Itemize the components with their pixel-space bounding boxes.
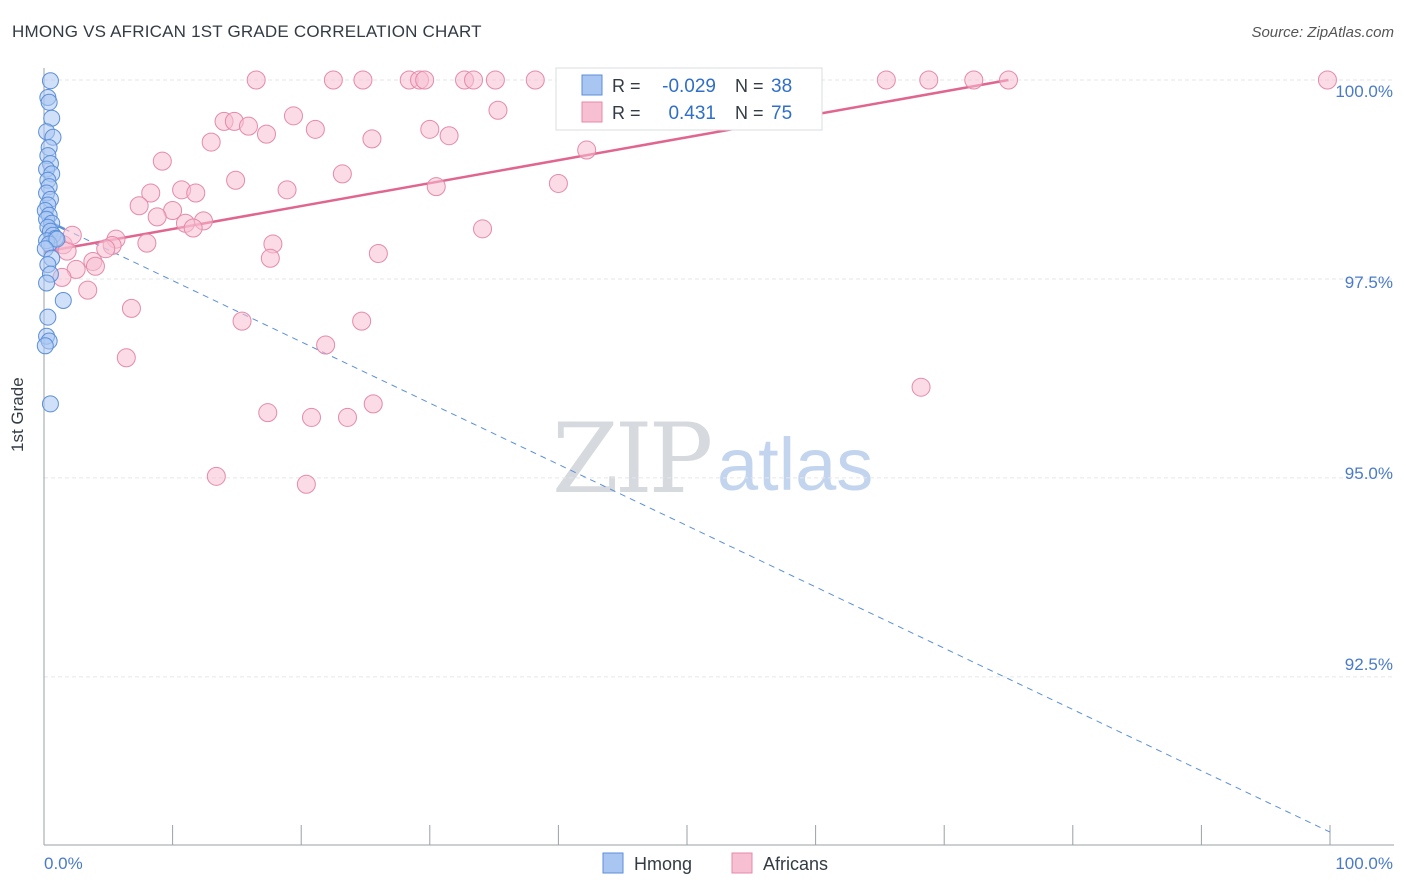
point-africans-73 <box>296 474 316 494</box>
point-africans-67 <box>911 377 931 397</box>
x-tick-label-max: 100.0% <box>1335 854 1393 873</box>
legend-n-label-africans: N = <box>735 103 764 123</box>
point-africans-72 <box>206 466 226 486</box>
point-africans-62 <box>121 298 141 318</box>
point-africans-20 <box>488 100 508 120</box>
legend-r-label-hmong: R = <box>612 76 641 96</box>
point-africans-18 <box>999 70 1018 90</box>
point-africans-55 <box>368 243 388 263</box>
point-africans-31 <box>201 132 221 152</box>
point-africans-5 <box>415 70 435 90</box>
point-africans-41 <box>129 196 149 216</box>
point-africans-2 <box>353 70 373 90</box>
point-africans-21 <box>283 106 303 126</box>
point-africans-49 <box>137 233 157 253</box>
point-africans-26 <box>256 124 276 144</box>
point-africans-70 <box>301 407 321 427</box>
point-africans-40 <box>186 183 206 203</box>
point-africans-68 <box>363 394 383 414</box>
point-africans-47 <box>473 219 493 239</box>
point-africans-56 <box>260 248 280 268</box>
point-africans-27 <box>420 119 440 139</box>
watermark-atlas: atlas <box>717 423 873 506</box>
x-tick-label-min: 0.0% <box>44 854 83 873</box>
point-africans-46 <box>183 218 203 238</box>
point-africans-35 <box>548 173 568 193</box>
legend-swatch-hmong <box>581 74 603 96</box>
point-africans-15 <box>876 70 896 90</box>
x-tick-labels: 0.0% 100.0% <box>44 854 1393 873</box>
y-tick-label-2: 95.0% <box>1345 464 1393 483</box>
point-hmong-26 <box>48 230 66 248</box>
y-tick-label-0: 100.0% <box>1335 82 1393 101</box>
bottom-legend-swatch-africans <box>731 852 753 874</box>
point-africans-0 <box>246 70 266 90</box>
legend-n-value-africans: 75 <box>771 103 792 124</box>
bottom-legend-label-africans: Africans <box>763 854 828 874</box>
legend-r-value-hmong: -0.029 <box>662 76 716 97</box>
y-tick-labels: 100.0% 97.5% 95.0% 92.5% <box>1335 82 1393 674</box>
correlation-legend: R = -0.029 N = 38 R = 0.431 N = 75 <box>555 67 823 131</box>
y-tick-label-3: 92.5% <box>1345 655 1393 674</box>
source-label: Source: ZipAtlas.com <box>1251 24 1394 41</box>
point-hmong-2 <box>40 93 58 111</box>
point-africans-64 <box>352 311 372 331</box>
point-hmong-32 <box>54 291 72 309</box>
point-africans-19 <box>1317 70 1337 90</box>
point-africans-34 <box>226 170 246 190</box>
point-africans-16 <box>919 70 939 90</box>
legend-r-value-africans: 0.431 <box>668 103 716 124</box>
point-africans-63 <box>232 311 252 331</box>
data-points <box>36 70 1337 494</box>
point-hmong-33 <box>39 308 57 326</box>
point-africans-9 <box>525 70 545 90</box>
point-africans-25 <box>305 119 325 139</box>
grid-lines <box>44 79 1394 678</box>
y-tick-label-1: 97.5% <box>1345 273 1393 292</box>
point-africans-30 <box>577 140 597 160</box>
point-hmong-31 <box>38 274 56 292</box>
point-africans-7 <box>464 70 484 90</box>
point-hmong-37 <box>41 395 59 413</box>
point-hmong-0 <box>41 72 59 90</box>
point-africans-33 <box>332 164 352 184</box>
point-africans-1 <box>323 70 343 90</box>
point-africans-52 <box>96 239 116 259</box>
point-africans-71 <box>337 407 357 427</box>
chart-title: HMONG VS AFRICAN 1ST GRADE CORRELATION C… <box>12 22 482 41</box>
point-africans-74 <box>62 225 82 245</box>
point-africans-17 <box>964 70 984 90</box>
trend-line-hmong <box>43 218 1331 833</box>
series-legend: Hmong Africans <box>602 852 828 874</box>
point-africans-24 <box>238 116 258 136</box>
bottom-legend-swatch-hmong <box>602 852 624 874</box>
legend-r-label-africans: R = <box>612 103 641 123</box>
point-africans-32 <box>152 151 172 171</box>
point-africans-37 <box>277 180 297 200</box>
watermark: ZIP atlas <box>552 403 873 515</box>
legend-swatch-africans <box>581 101 603 123</box>
point-africans-38 <box>141 183 161 203</box>
point-hmong-36 <box>36 337 54 355</box>
bottom-legend-label-hmong: Hmong <box>634 854 692 874</box>
point-africans-36 <box>426 177 446 197</box>
legend-n-value-hmong: 38 <box>771 76 792 97</box>
point-africans-28 <box>439 126 459 146</box>
point-africans-61 <box>78 280 98 300</box>
watermark-zip: ZIP <box>552 403 711 515</box>
point-africans-8 <box>485 70 505 90</box>
legend-n-label-hmong: N = <box>735 76 764 96</box>
point-africans-65 <box>316 335 336 355</box>
point-africans-69 <box>258 403 278 423</box>
point-africans-58 <box>85 256 105 276</box>
point-africans-43 <box>147 207 167 227</box>
point-africans-66 <box>116 348 136 368</box>
point-africans-29 <box>362 129 382 149</box>
